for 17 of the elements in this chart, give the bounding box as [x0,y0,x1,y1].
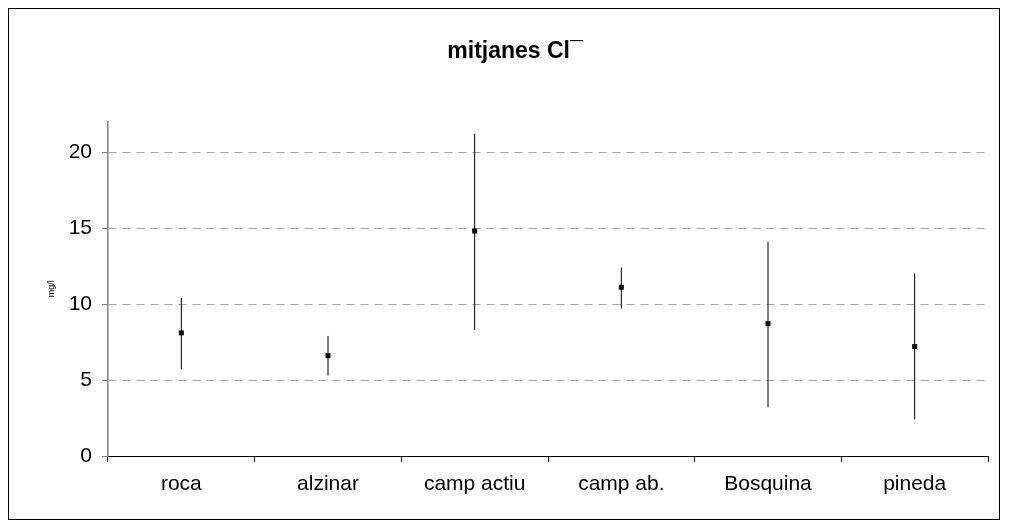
y-axis-title: mg/l [45,280,56,298]
x-tick-label: roca [160,471,203,495]
x-tick-label: Bosquina [724,471,813,495]
x-tick-label: camp actiu [423,471,526,495]
y-tick-label: 5 [80,366,92,390]
x-tick-label: pineda [883,471,947,495]
x-tick-label: camp ab. [578,471,665,495]
y-tick-label: 15 [68,214,92,238]
point [178,330,184,336]
point [618,284,624,290]
point [472,228,478,234]
y-tick-label: 20 [68,138,92,162]
chart-title: mitjanes Cl¯ [447,37,583,64]
y-tick-label: 0 [80,442,92,466]
point [912,344,918,350]
y-tick-label: 10 [68,290,92,314]
x-tick-label: alzinar [297,471,359,495]
